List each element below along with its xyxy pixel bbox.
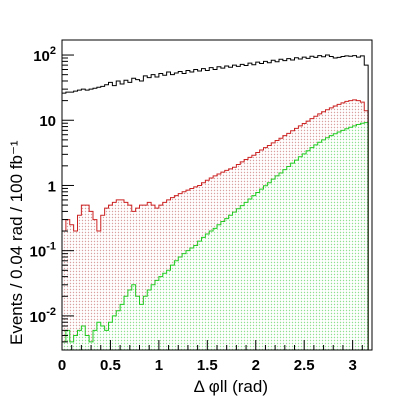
x-tick-label: 0 [58, 357, 66, 374]
y-tick-label: 1 [48, 178, 56, 195]
x-axis-title: Δ φll (rad) [194, 377, 268, 396]
x-tick-label: 3 [348, 357, 356, 374]
y-tick-label: 10-1 [30, 241, 56, 261]
y-tick-label: 102 [33, 45, 56, 65]
series-2-fill [62, 122, 369, 350]
plot-frame [61, 39, 373, 351]
axis-layer [61, 54, 373, 351]
x-tick-labels: 0 0.5 1 1.5 2 2.5 3 [58, 357, 357, 374]
series-2 [62, 122, 369, 350]
x-tick-label: 2.5 [294, 357, 315, 374]
y-tick-label: 10-2 [30, 306, 56, 326]
y-axis-title: Events / 0.04 rad / 100 fb⁻¹ [7, 140, 26, 345]
series-layer [62, 54, 369, 350]
series-0 [62, 54, 369, 350]
x-tick-label: 2 [252, 357, 260, 374]
x-tick-label: 1 [155, 357, 163, 374]
x-tick-label: 0.5 [100, 357, 121, 374]
y-tick-label: 10 [39, 113, 56, 130]
x-tick-label: 1.5 [197, 357, 218, 374]
series-0-outline [62, 54, 369, 350]
series-1-outline [62, 99, 369, 350]
series-2-outline [62, 122, 369, 350]
y-tick-labels: 102 10 1 10-1 10-2 [30, 45, 56, 326]
